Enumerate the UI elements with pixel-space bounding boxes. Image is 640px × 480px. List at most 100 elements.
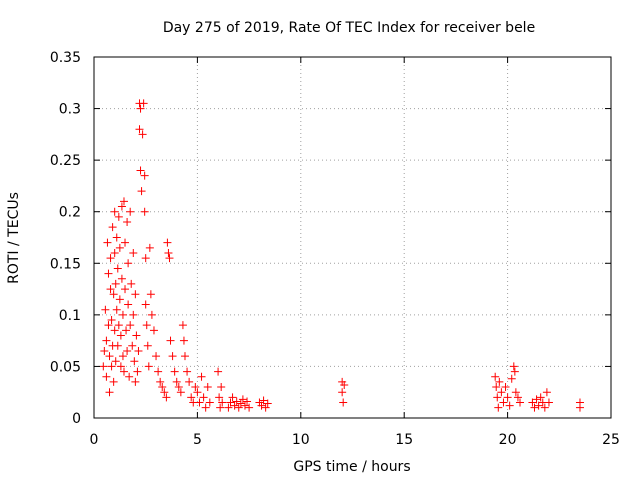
data-point [232, 397, 241, 406]
data-point [109, 290, 118, 299]
data-point [115, 243, 124, 252]
data-point [129, 248, 138, 257]
data-point [134, 346, 143, 355]
data-point [132, 331, 141, 340]
x-tick-label: 15 [395, 432, 413, 448]
data-point [106, 254, 115, 263]
data-point [226, 398, 235, 407]
data-point [118, 310, 127, 319]
data-point [509, 362, 518, 371]
data-point [339, 398, 348, 407]
data-point [114, 321, 123, 330]
data-point [544, 398, 553, 407]
data-point [109, 377, 118, 386]
data-point [257, 401, 266, 410]
data-point [507, 374, 516, 383]
data-point [118, 352, 127, 361]
data-point [261, 403, 270, 412]
data-point [127, 279, 136, 288]
data-point [102, 372, 111, 381]
data-point [536, 393, 545, 402]
data-point [136, 166, 145, 175]
data-point [170, 367, 179, 376]
data-point [112, 305, 121, 314]
data-point [146, 290, 155, 299]
data-point [144, 362, 153, 371]
data-point [158, 383, 167, 392]
data-point [107, 316, 116, 325]
data-point [503, 393, 512, 402]
data-point [133, 367, 142, 376]
data-point [131, 290, 140, 299]
axis-ticks [93, 56, 612, 419]
data-point [174, 383, 183, 392]
data-point [532, 395, 541, 404]
data-point [338, 388, 347, 397]
data-point [136, 104, 145, 113]
data-point [143, 341, 152, 350]
data-point [117, 202, 126, 211]
data-point [102, 336, 111, 345]
data-point [199, 393, 208, 402]
data-point [123, 218, 132, 227]
data-point [152, 352, 161, 361]
data-point [513, 393, 522, 402]
data-point [147, 310, 156, 319]
data-point [117, 274, 126, 283]
chart-title: Day 275 of 2019, Rate Of TEC Index for r… [163, 20, 535, 36]
data-point [203, 383, 212, 392]
data-point [493, 393, 502, 402]
data-point [166, 336, 175, 345]
data-point [172, 377, 181, 386]
data-point [156, 377, 165, 386]
y-tick-label: 0.05 [50, 359, 81, 375]
data-point [142, 321, 151, 330]
data-point [112, 233, 121, 242]
data-point [259, 396, 268, 405]
plot-frame [93, 56, 612, 419]
data-point [495, 377, 504, 386]
data-point [575, 403, 584, 412]
data-point [135, 125, 144, 134]
y-tick-label: 0 [72, 411, 81, 427]
data-point [494, 403, 503, 412]
data-point [130, 357, 139, 366]
data-point [145, 243, 154, 252]
data-point [124, 259, 133, 268]
x-tick-labels: 0 5 10 15 20 25 [90, 432, 620, 448]
data-point [178, 321, 187, 330]
data-point [141, 300, 150, 309]
data-point [163, 238, 172, 247]
data-point [511, 388, 520, 397]
data-point [114, 212, 123, 221]
x-tick-label: 20 [499, 432, 517, 448]
data-point [140, 171, 149, 180]
data-point [224, 403, 233, 412]
data-point [215, 393, 224, 402]
data-point [197, 372, 206, 381]
data-point [491, 372, 500, 381]
data-point [193, 388, 202, 397]
data-point [187, 393, 196, 402]
data-point [137, 187, 146, 196]
data-point [499, 398, 508, 407]
data-point [105, 352, 114, 361]
y-tick-label: 0.1 [59, 308, 81, 324]
data-point [121, 285, 130, 294]
data-point [140, 207, 149, 216]
data-point [530, 403, 539, 412]
data-point [185, 377, 194, 386]
data-point [228, 393, 237, 402]
data-point [245, 403, 254, 412]
data-point [111, 357, 120, 366]
data-point [516, 398, 525, 407]
data-point [164, 248, 173, 257]
data-points [99, 99, 584, 412]
data-point [104, 269, 113, 278]
data-point [542, 388, 551, 397]
data-point [191, 383, 200, 392]
data-point [121, 238, 130, 247]
y-tick-label: 0.2 [59, 205, 81, 221]
data-point [110, 326, 119, 335]
data-point [183, 367, 192, 376]
